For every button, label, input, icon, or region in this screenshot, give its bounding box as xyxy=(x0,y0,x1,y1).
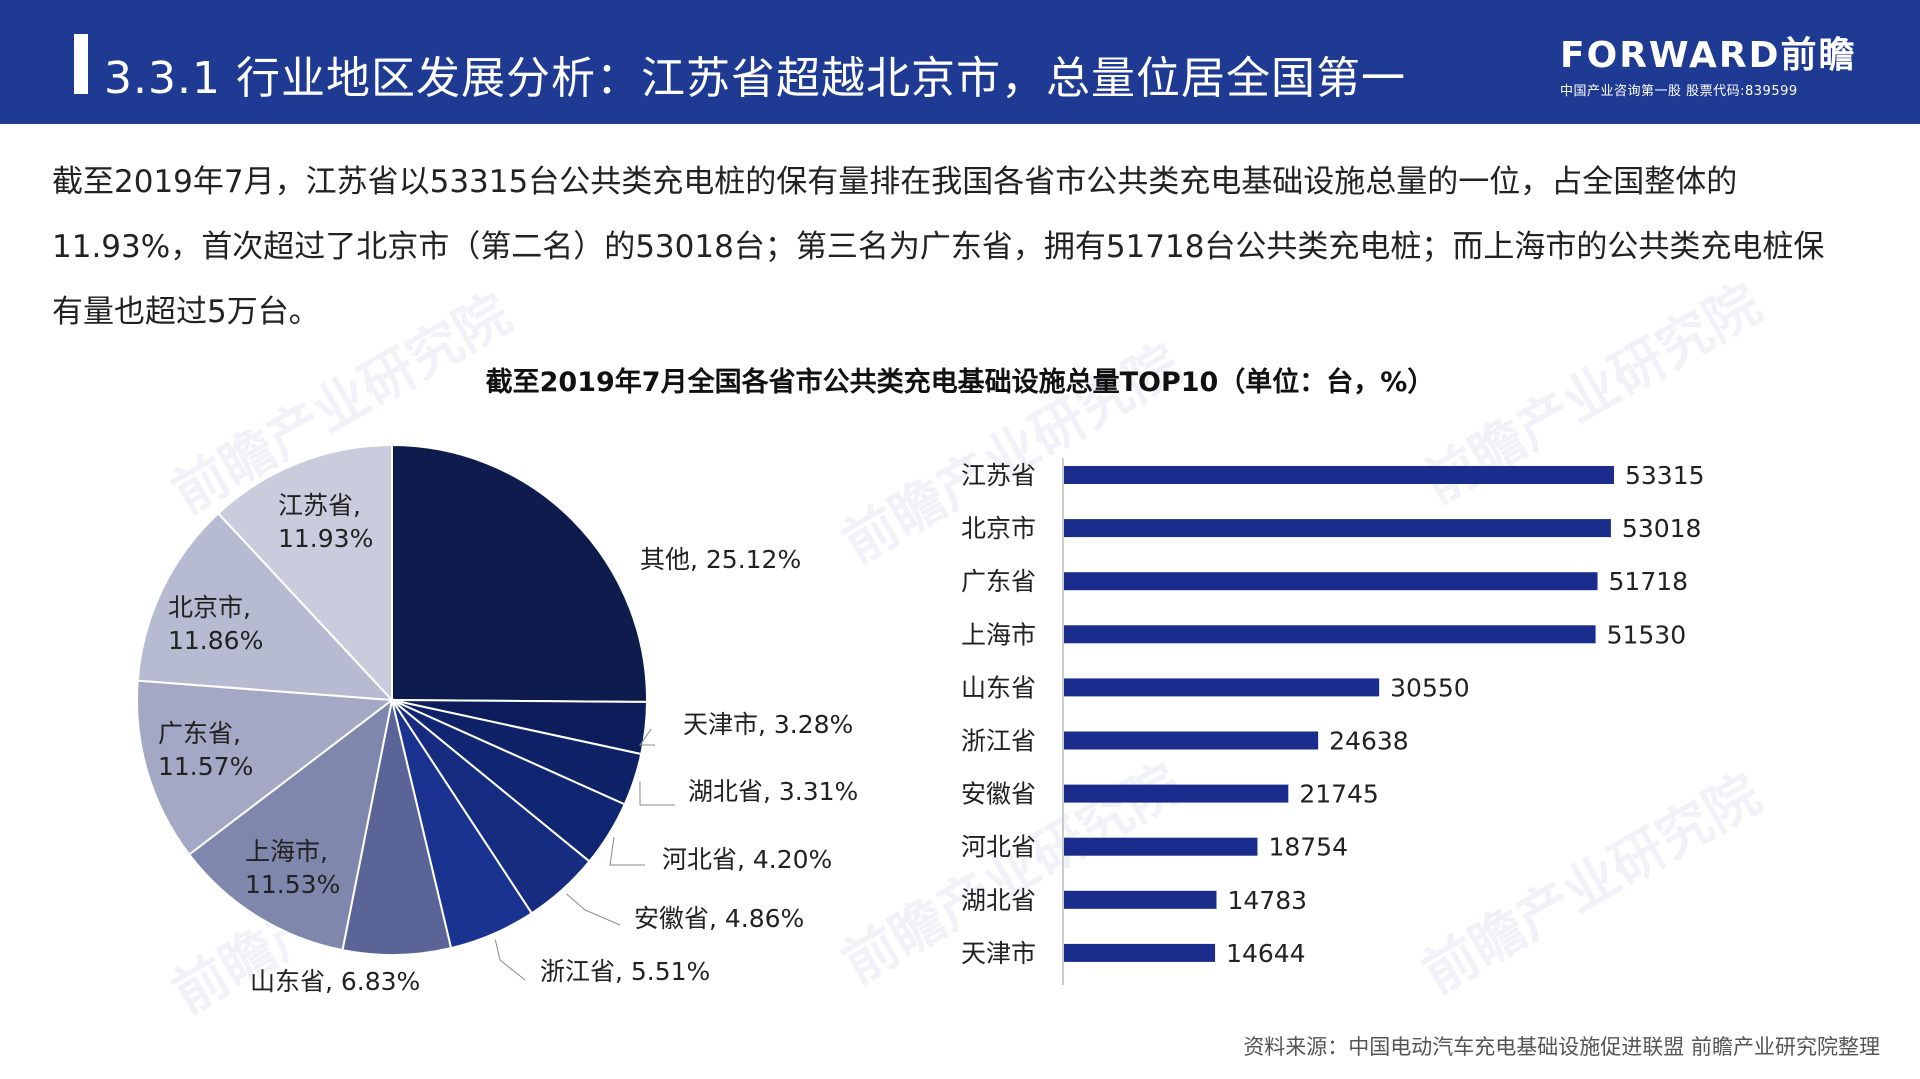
logo-subtitle: 中国产业咨询第一股 股票代码:839599 xyxy=(1560,84,1798,99)
chart-title: 截至2019年7月全国各省市公共类充电基础设施总量TOP10（单位：台，%） xyxy=(485,367,1435,398)
title-accent-bar xyxy=(74,34,88,94)
pie-leader-line xyxy=(494,939,526,981)
pie-slice-label: 广东省, 11.57% xyxy=(158,719,253,781)
pie-slice-label: 北京市, 11.86% xyxy=(168,593,263,655)
bar-category-label: 河北省 xyxy=(961,833,1036,862)
bar-value-label: 21745 xyxy=(1299,780,1379,809)
pie-slice-label: 安徽省, 4.86% xyxy=(634,904,804,933)
bar-rect xyxy=(1064,731,1319,750)
bar-category-label: 天津市 xyxy=(961,939,1036,968)
bar-value-label: 53315 xyxy=(1625,461,1705,490)
summary-paragraph: 截至2019年7月，江苏省以53315台公共类充电桩的保有量排在我国各省市公共类… xyxy=(52,164,1825,330)
bar-category-label: 广东省 xyxy=(961,567,1036,596)
bar-category-label: 江苏省 xyxy=(961,461,1036,490)
bar-category-label: 北京市 xyxy=(961,514,1036,543)
pie-slice-label: 上海市, 11.53% xyxy=(245,837,340,899)
bar-rect xyxy=(1064,784,1289,803)
header-bar: 3.3.1 行业地区发展分析：江苏省超越北京市，总量位居全国第一 FORWARD… xyxy=(0,0,1920,124)
bar-value-label: 30550 xyxy=(1390,673,1470,702)
bar-rect xyxy=(1064,572,1598,591)
bar-value-label: 53018 xyxy=(1622,514,1702,543)
pie-slice-label: 浙江省, 5.51% xyxy=(540,957,710,986)
pie-slice-label: 湖北省, 3.31% xyxy=(688,777,858,806)
brand-logo: FORWARD前瞻 中国产业咨询第一股 股票代码:839599 xyxy=(1560,35,1857,100)
bar-rect xyxy=(1064,678,1380,697)
pie-leader-line xyxy=(566,893,621,926)
pie-slice xyxy=(391,443,648,703)
pie-slice xyxy=(136,679,395,856)
bar-rect xyxy=(1064,466,1614,484)
bar-rect xyxy=(1064,890,1217,909)
bar-value-label: 51718 xyxy=(1609,567,1689,596)
bar-value-label: 51530 xyxy=(1607,620,1687,649)
pie-leader-line xyxy=(639,728,655,746)
logo-brand-text: FORWARD前瞻 xyxy=(1560,35,1857,76)
pie-slice xyxy=(341,699,453,956)
bar-category-label: 浙江省 xyxy=(961,727,1036,756)
bar-category-label: 湖北省 xyxy=(961,886,1036,915)
bar-value-label: 18754 xyxy=(1268,833,1348,862)
bar-value-label: 14644 xyxy=(1226,939,1306,968)
bar-category-label: 安徽省 xyxy=(961,780,1036,809)
pie-slice xyxy=(187,697,394,952)
page-title: 3.3.1 行业地区发展分析：江苏省超越北京市，总量位居全国第一 xyxy=(104,53,1406,104)
pie-leader-line xyxy=(639,781,675,806)
bar-rect xyxy=(1064,837,1258,856)
pie-slice-label: 山东省, 6.83% xyxy=(250,967,420,996)
bar-chart: 江苏省 53315 北京市 53018 广东省 51718 上海市 51530 山东省 30550… xyxy=(961,458,1705,985)
pie-slice xyxy=(216,443,393,703)
bar-category-label: 上海市 xyxy=(961,620,1036,649)
bar-value-label: 14783 xyxy=(1228,886,1308,915)
source-note: 资料来源：中国电动汽车充电基础设施促进联盟 前瞻产业研究院整理 xyxy=(1243,1035,1880,1059)
pie-slice-label: 天津市, 3.28% xyxy=(683,710,853,739)
pie-chart: 其他, 25.12% 天津市, 3.28% 湖北省, 3.31% 河北省, 4.20%… xyxy=(136,443,858,996)
pie-slice xyxy=(136,511,395,702)
pie-slice-label: 河北省, 4.20% xyxy=(662,845,832,874)
bar-rect xyxy=(1064,519,1611,538)
pie-slice-label: 其他, 25.12% xyxy=(640,545,801,574)
bar-value-label: 24638 xyxy=(1329,727,1409,756)
bar-rect xyxy=(1064,625,1596,644)
pie-slice-label: 江苏省, 11.93% xyxy=(278,491,373,553)
bar-rect xyxy=(1064,943,1216,962)
pie-leader-line xyxy=(609,837,645,866)
bar-category-label: 山东省 xyxy=(961,673,1036,702)
